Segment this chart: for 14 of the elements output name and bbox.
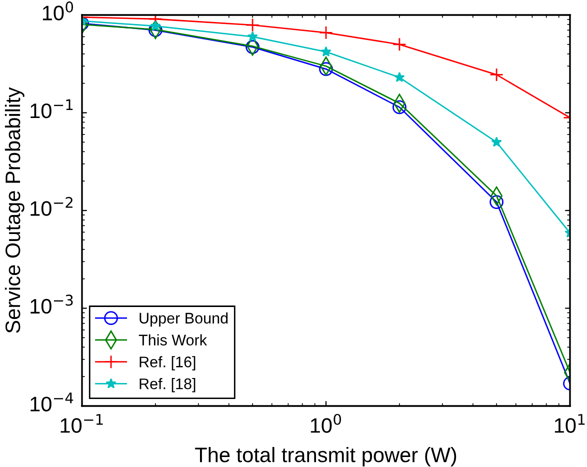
y-tick-label: 10$^{0}$	[42, 1, 74, 20]
legend-label: Ref. [18]	[140, 378, 196, 392]
y-tick-label: 10$^{−1}$	[30, 99, 73, 118]
y-tick-label: 10$^{−3}$	[30, 294, 73, 314]
legend-label: Upper Bound	[140, 312, 228, 327]
x-tick-label: 10$^{−1}$	[60, 414, 103, 433]
legend-label: This Work	[138, 334, 208, 346]
x-axis-title: The total transmit power (W)	[195, 446, 456, 466]
y-tick-label: 10$^{−2}$	[30, 196, 72, 216]
x-tick-label: 10$^{1}$	[554, 414, 585, 433]
y-axis-title: Service Outage Probability	[4, 87, 24, 333]
x-tick-label: 10$^{0}$	[310, 414, 342, 433]
y-tick-label: 10$^{−4}$	[30, 392, 74, 412]
legend-label: Ref. [16]	[140, 356, 196, 370]
